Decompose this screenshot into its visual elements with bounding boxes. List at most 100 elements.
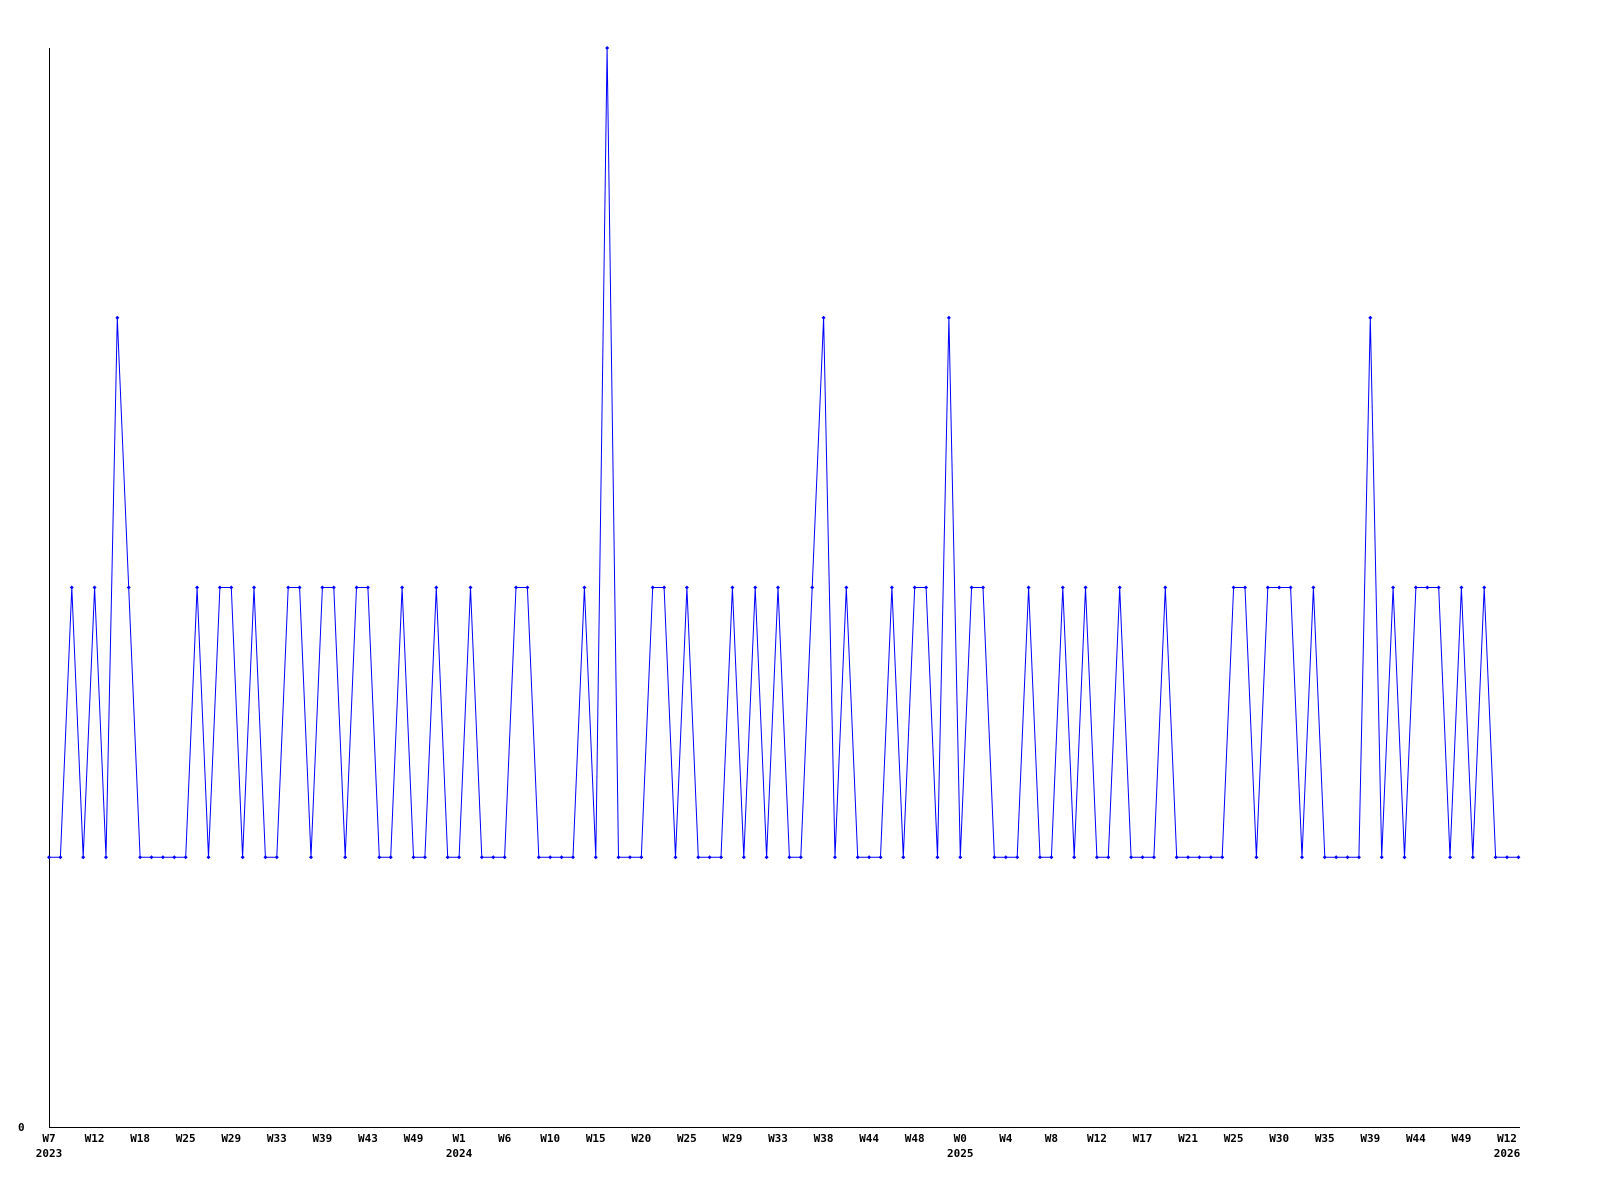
data-point	[514, 585, 519, 590]
data-point	[639, 855, 644, 860]
data-point	[1425, 585, 1430, 590]
data-point	[297, 585, 302, 590]
series-line	[49, 47, 1520, 858]
data-point	[582, 585, 587, 590]
data-point	[684, 585, 689, 590]
data-point	[1505, 855, 1509, 860]
data-point	[1459, 585, 1464, 590]
data-point	[525, 585, 530, 590]
data-point	[491, 855, 496, 860]
data-point	[946, 315, 951, 320]
data-point	[787, 855, 792, 860]
data-point	[274, 855, 279, 860]
data-points	[47, 46, 1521, 860]
x-tick-label: W6	[498, 1132, 512, 1145]
data-point	[217, 585, 222, 590]
data-point	[206, 855, 211, 860]
data-point	[422, 855, 427, 860]
x-tick-label: W33	[267, 1132, 287, 1145]
x-tick-label: W4	[999, 1132, 1013, 1145]
data-point	[149, 855, 154, 860]
data-point	[1117, 585, 1122, 590]
data-point	[753, 585, 758, 590]
x-year-label: 2023	[36, 1147, 63, 1160]
data-point	[331, 585, 336, 590]
data-point	[935, 855, 940, 860]
data-point	[1231, 585, 1236, 590]
data-point	[400, 585, 405, 590]
data-point	[810, 585, 815, 590]
data-point	[1015, 855, 1020, 860]
x-tick-label: W49	[404, 1132, 424, 1145]
x-tick-label: W20	[631, 1132, 651, 1145]
data-point	[832, 855, 837, 860]
data-point	[69, 585, 74, 590]
data-point	[1243, 585, 1248, 590]
data-point	[308, 855, 313, 860]
x-tick-label: W30	[1269, 1132, 1289, 1145]
data-point	[958, 855, 963, 860]
x-tick-label: W48	[905, 1132, 925, 1145]
data-point	[1345, 855, 1350, 860]
x-tick-label: W15	[586, 1132, 606, 1145]
data-point	[673, 855, 678, 860]
data-point	[855, 855, 860, 860]
x-year-label: 2024	[446, 1147, 473, 1160]
x-tick-label: W44	[1406, 1132, 1426, 1145]
data-point	[1129, 855, 1134, 860]
x-tick-label: W25	[677, 1132, 697, 1145]
data-point	[1094, 855, 1099, 860]
data-point	[605, 46, 610, 50]
x-tick-label: W39	[1360, 1132, 1380, 1145]
data-point	[844, 585, 849, 590]
data-point	[1288, 585, 1293, 590]
x-tick-label: W39	[312, 1132, 332, 1145]
data-point	[138, 855, 143, 860]
data-point	[696, 855, 701, 860]
data-point	[924, 585, 929, 590]
x-tick-label: W12	[85, 1132, 105, 1145]
data-point	[764, 855, 769, 860]
data-point	[1391, 585, 1396, 590]
data-point	[1334, 855, 1339, 860]
x-tick-label: W12	[1087, 1132, 1107, 1145]
data-point	[901, 855, 906, 860]
data-point	[878, 855, 883, 860]
data-point	[1356, 855, 1361, 860]
data-point	[1265, 585, 1270, 590]
data-point	[1402, 855, 1407, 860]
x-tick-label: W18	[130, 1132, 150, 1145]
data-point	[570, 855, 575, 860]
data-point	[365, 585, 370, 590]
data-point	[388, 855, 393, 860]
data-point	[263, 855, 268, 860]
data-point	[160, 855, 165, 860]
data-point	[627, 855, 632, 860]
x-tick-label: W25	[176, 1132, 196, 1145]
data-point	[1026, 585, 1031, 590]
data-point	[468, 585, 473, 590]
data-point	[434, 585, 439, 590]
data-point	[411, 855, 416, 860]
data-point	[1368, 315, 1373, 320]
data-point	[1003, 855, 1008, 860]
data-point	[502, 855, 507, 860]
x-tick-label: W8	[1045, 1132, 1058, 1145]
data-point	[1151, 855, 1156, 860]
data-point	[445, 855, 450, 860]
data-point	[981, 585, 986, 590]
x-tick-label: W44	[859, 1132, 879, 1145]
x-tick-labels: W7 2023 W12 W18 W25 W29 W33 W39 W43 W49 W1 2024 W6 W1…	[36, 1132, 1521, 1160]
data-point	[593, 855, 598, 860]
data-point	[1436, 585, 1441, 590]
data-point	[719, 855, 724, 860]
data-point	[354, 585, 359, 590]
data-point	[103, 855, 108, 860]
data-point	[1208, 855, 1213, 860]
x-tick-label: W10	[540, 1132, 560, 1145]
data-point	[1049, 855, 1054, 860]
data-point	[969, 585, 974, 590]
data-point	[115, 315, 120, 320]
data-point	[1277, 585, 1282, 590]
data-point	[992, 855, 997, 860]
